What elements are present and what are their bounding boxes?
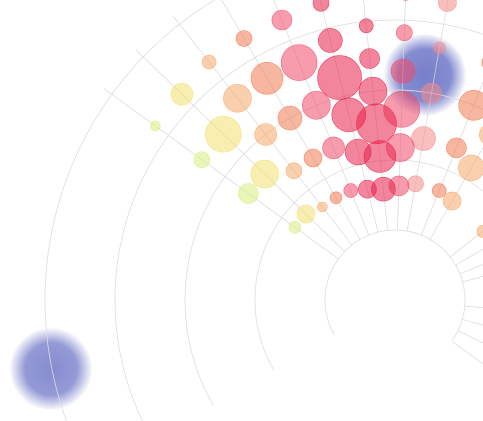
bubble-point xyxy=(223,84,252,113)
bubble-point xyxy=(285,162,303,180)
bubble-point xyxy=(322,136,345,160)
grid-ring-4 xyxy=(114,19,483,421)
bubble-point xyxy=(446,137,467,159)
bubble-point xyxy=(358,76,388,106)
bubble-point xyxy=(421,82,442,104)
bubble-point xyxy=(205,115,242,153)
bubble-point xyxy=(358,18,374,34)
bubble-point xyxy=(479,126,483,144)
bubble-point xyxy=(254,123,278,146)
bubble-point xyxy=(433,41,446,55)
grid-ring-5 xyxy=(44,0,216,421)
bubble-point xyxy=(303,148,323,168)
bubble-point xyxy=(358,179,377,199)
bubble-point xyxy=(407,175,424,193)
chart-marks xyxy=(150,0,483,238)
bubble-point xyxy=(431,183,447,198)
bubble-point xyxy=(344,138,372,166)
spoke-line-18 xyxy=(457,330,483,344)
spoke-line-19 xyxy=(451,340,483,365)
bubble-point xyxy=(317,28,343,53)
bubble-point xyxy=(331,97,367,133)
bubble-point xyxy=(317,55,362,100)
spoke-line-16 xyxy=(464,305,483,309)
bubble-point xyxy=(395,24,413,42)
grid-ring-3 xyxy=(184,89,483,406)
bubble-point xyxy=(277,105,303,131)
bubble-point xyxy=(193,151,211,168)
bubble-point xyxy=(170,82,194,106)
spoke-line-17 xyxy=(462,318,483,326)
bubble-point xyxy=(250,159,279,189)
bubble-point xyxy=(235,30,253,47)
bubble-point xyxy=(438,0,457,12)
bubble-point xyxy=(288,221,302,234)
bubble-point xyxy=(329,191,343,205)
bubble-point xyxy=(150,120,161,132)
bubble-point xyxy=(390,58,416,84)
bubble-point xyxy=(201,54,217,70)
bubble-point xyxy=(312,0,330,12)
bubble-point xyxy=(296,204,316,224)
bubble-point xyxy=(280,44,318,81)
bubble-point xyxy=(442,191,462,211)
spoke-line-15 xyxy=(103,88,339,260)
bubble-point xyxy=(317,201,328,213)
bubble-point xyxy=(301,91,331,120)
bubble-point xyxy=(458,154,483,182)
bubble-point xyxy=(458,90,483,121)
bubble-point xyxy=(250,62,284,95)
bubble-point xyxy=(271,9,293,31)
bubble-point xyxy=(359,48,380,69)
bubble-point xyxy=(411,126,436,151)
bubble-point xyxy=(238,183,259,204)
grid-ring-1 xyxy=(324,229,466,341)
blurred-disc-bottom-left xyxy=(10,328,92,410)
bubble-point xyxy=(343,183,359,198)
